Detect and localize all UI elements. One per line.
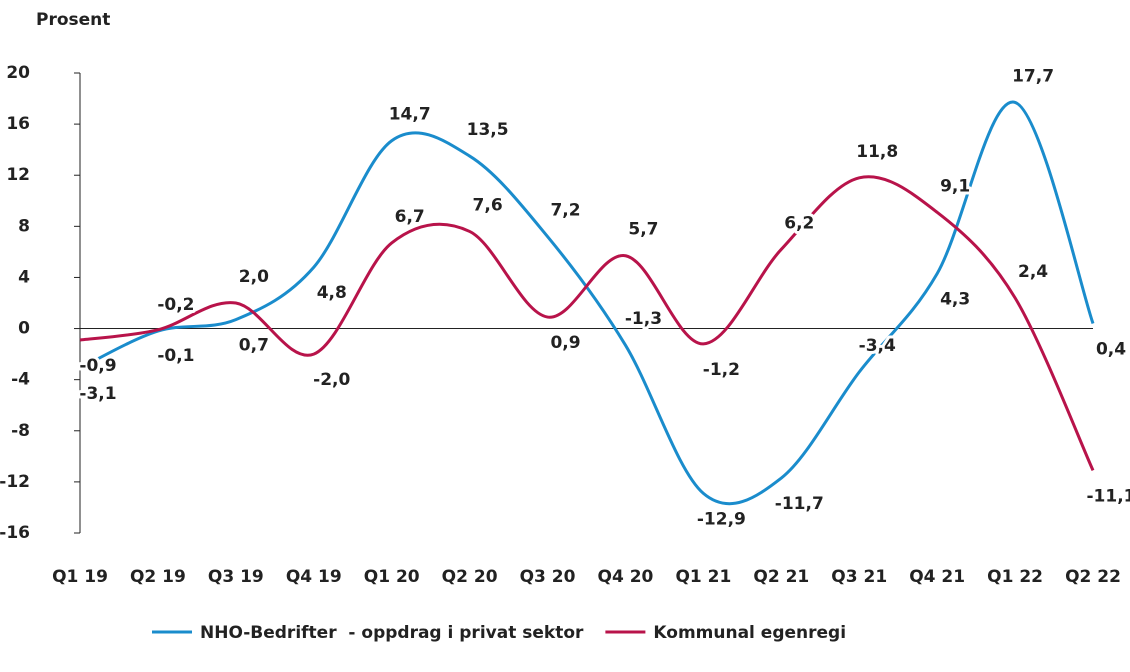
x-tick-label: Q4 20 [598, 567, 654, 587]
y-axis-label: Prosent [36, 10, 110, 30]
value-label: 0,7 [239, 336, 269, 356]
x-tick-label: Q1 22 [987, 567, 1043, 587]
x-tick-label: Q2 19 [130, 567, 186, 587]
y-tick-label: 8 [18, 216, 30, 236]
y-tick-label: -8 [11, 421, 30, 441]
value-label: -3,1 [79, 384, 116, 404]
value-label: 7,2 [550, 201, 580, 221]
x-tick-label: Q2 20 [442, 567, 498, 587]
x-tick-label: Q1 20 [364, 567, 420, 587]
value-label: -1,2 [703, 360, 740, 380]
series-line [80, 177, 1093, 471]
value-label: 17,7 [1012, 66, 1054, 86]
x-tick-label: Q3 20 [520, 567, 576, 587]
value-label: 2,4 [1018, 262, 1048, 282]
value-label: 4,3 [940, 290, 970, 310]
x-tick-label: Q4 21 [909, 567, 965, 587]
value-label: -1,3 [625, 309, 662, 329]
y-tick-label: -12 [0, 472, 30, 492]
x-tick-label: Q2 22 [1065, 567, 1121, 587]
value-label: -2,0 [313, 370, 350, 390]
y-tick-label: 20 [6, 63, 30, 83]
value-label: 0,9 [550, 333, 580, 353]
x-tick-label: Q3 21 [831, 567, 887, 587]
value-label: 6,2 [784, 213, 814, 233]
value-label: 0,4 [1096, 339, 1126, 359]
value-label: 9,1 [940, 176, 970, 196]
value-label: -0,9 [79, 356, 116, 376]
y-tick-label: -4 [11, 370, 30, 390]
value-label: 2,0 [239, 267, 269, 287]
x-tick-label: Q2 21 [753, 567, 809, 587]
x-tick-label: Q3 19 [208, 567, 264, 587]
x-tick-label: Q1 21 [675, 567, 731, 587]
value-label: 5,7 [628, 220, 658, 240]
x-tick-label: Q4 19 [286, 567, 342, 587]
y-tick-label: -16 [0, 523, 30, 543]
legend-label: Kommunal egenregi [653, 623, 846, 643]
value-label: 13,5 [467, 120, 509, 140]
value-label: 11,8 [856, 142, 898, 162]
legend-label: NHO-Bedrifter - oppdrag i privat sektor [200, 623, 584, 643]
value-label: 7,6 [473, 195, 503, 215]
y-tick-label: 4 [18, 267, 30, 287]
x-tick-label: Q1 19 [52, 567, 108, 587]
y-tick-label: 12 [6, 165, 30, 185]
value-label: 14,7 [389, 105, 431, 125]
y-tick-label: 16 [6, 114, 30, 134]
value-label: 6,7 [395, 207, 425, 227]
value-label: -0,1 [157, 346, 194, 366]
y-tick-label: 0 [18, 319, 30, 339]
value-label: -3,4 [859, 336, 896, 356]
value-label: -0,2 [157, 295, 194, 315]
value-label: 4,8 [317, 283, 347, 303]
value-label: -11,7 [775, 494, 824, 514]
value-label: -12,9 [697, 509, 746, 529]
value-label: -11,1 [1087, 486, 1130, 506]
